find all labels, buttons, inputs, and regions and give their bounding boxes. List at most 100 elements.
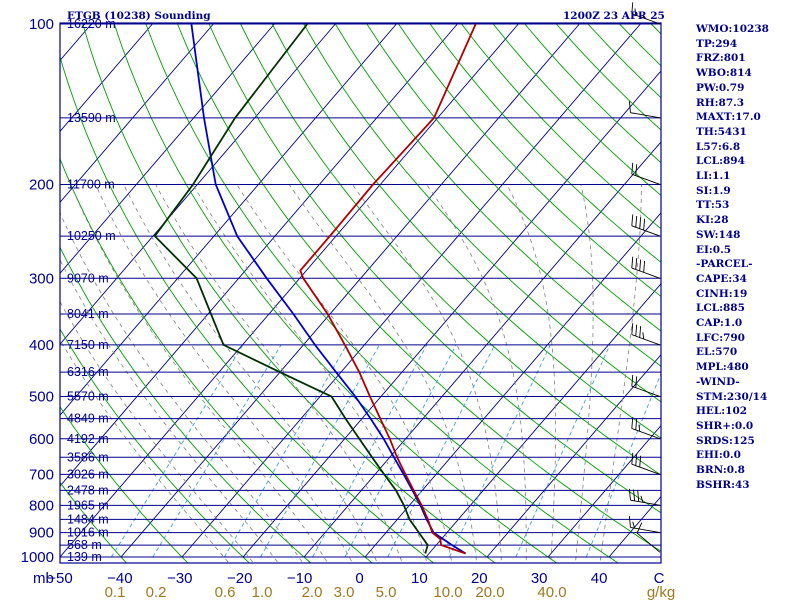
index-item: SI:1.9 [696,184,731,197]
temperature-tick-label: −40 [107,570,132,587]
height-label: 6316 m [67,365,109,379]
mixing-ratio-line [152,344,282,558]
height-label: 4849 m [67,412,109,426]
moist-adiabat-line [60,339,230,563]
wind-barb-staff [631,385,661,397]
height-label: 9070 m [67,271,109,285]
temperature-tick-label: −10 [287,570,312,587]
mixing-ratio-label: 0.1 [105,584,126,600]
index-item: -WIND- [696,375,740,388]
height-label: 16220 m [67,17,116,31]
wind-barb-staff [631,13,661,25]
mixing-ratio-label: 0.2 [146,584,167,600]
index-item: TP:294 [696,37,738,50]
height-label: 1484 m [67,512,109,526]
wind-barb-flag [634,8,637,16]
wind-barb-staff [631,267,661,279]
mixing-ratio-line [224,344,347,558]
wind-barb-flag [639,326,642,338]
index-item: KI:28 [696,214,729,227]
pressure-tick-label: 1000 [21,549,54,566]
pressure-tick-label: 700 [29,466,54,483]
index-item: EL:570 [696,346,738,359]
dry-adiabat-line [60,55,435,563]
dry-adiabat-line [60,328,250,563]
moist-adiabat-line [70,184,329,563]
index-item: HEL:102 [696,405,748,418]
moist-adiabat-line [95,184,353,563]
wind-barb-staff [631,463,661,475]
dry-adiabat-line [113,23,558,563]
height-label: 10250 m [67,229,116,243]
moist-adiabat-line [123,184,378,563]
isotherm-line [303,141,661,558]
mixing-ratio-label: 10.0 [433,584,462,600]
mixing-ratio-label: 5.0 [376,584,397,600]
index-item: LCL:885 [696,302,745,315]
wind-barb [631,323,661,346]
wind-barb-flag [631,323,634,335]
moist-adiabat-line [506,184,556,563]
index-item: SHR+:0.0 [696,419,754,432]
dry-adiabat-line [303,23,661,403]
mixing-ratio-line [344,344,457,558]
height-label: 5570 m [67,390,109,404]
index-item: LFC:790 [696,331,745,344]
wind-barb-flag [643,260,646,273]
index-item: CINH:19 [696,287,748,300]
index-item: RH:87.3 [696,96,745,109]
background-lines [0,23,661,563]
index-item: LI:1.1 [696,170,731,183]
height-label: 4192 m [67,432,109,446]
temperature-tick-label: −50 [47,570,72,587]
pressure-tick-label: 900 [29,525,54,542]
dry-adiabat-line [60,481,128,563]
wind-barb-flag [631,2,634,14]
mixing-ratio-label: 3.0 [334,584,355,600]
dry-adiabat-line [60,246,312,563]
index-item: TH:5431 [696,125,747,138]
isotherm-line [242,70,661,558]
wind-barb-flag [639,217,642,229]
dry-adiabat-line [82,23,496,563]
wind-barb-flag [631,374,634,387]
moist-adiabat-line [155,184,403,563]
mixing-ratio-line [387,344,496,558]
moist-adiabat-line [426,184,527,563]
temperature-tick-label: −20 [227,570,252,587]
wind-barb-flag [635,324,638,337]
moist-adiabat-line [236,184,453,563]
temperature-tick-label: 40 [591,570,608,587]
height-label: 2478 m [67,483,109,497]
chart-title: ETGB (10238) Sounding [67,10,211,22]
mixing-ratio-line [312,344,428,558]
wind-barb [631,452,661,475]
index-item: SRDS:125 [696,434,755,447]
wind-barb [636,522,661,553]
dry-adiabat-line [145,23,619,563]
moist-adiabat-line [192,184,428,563]
height-labels: 16220 m 13590 m 11700 m 10250 m 9070 m 8041 m… [67,17,116,564]
height-label: 1965 m [67,498,109,512]
temperature-tick-label: −30 [167,570,192,587]
index-item: FRZ:801 [696,52,746,65]
dry-adiabat-line [334,23,661,367]
height-label: 139 m [67,550,102,564]
wind-barb-flag [635,164,638,176]
isotherm-line [425,283,661,558]
wind-barb-staff [631,225,661,237]
height-label: 8041 m [67,307,109,321]
index-item: BRN:0.8 [696,464,745,477]
mixing-ratio-line [585,372,661,558]
mixing-ratio-line [449,344,551,558]
isotherm-line [0,24,30,557]
index-item: LCL:894 [696,155,745,168]
wind-barb-staff [631,334,661,346]
mb-unit-label: mb [33,570,54,587]
pressure-tick-label: 200 [29,176,54,193]
wind-barb [628,488,661,506]
pressure-tick-label: 600 [29,431,54,448]
isotherm-line [60,23,336,345]
height-label: 3586 m [67,450,109,464]
